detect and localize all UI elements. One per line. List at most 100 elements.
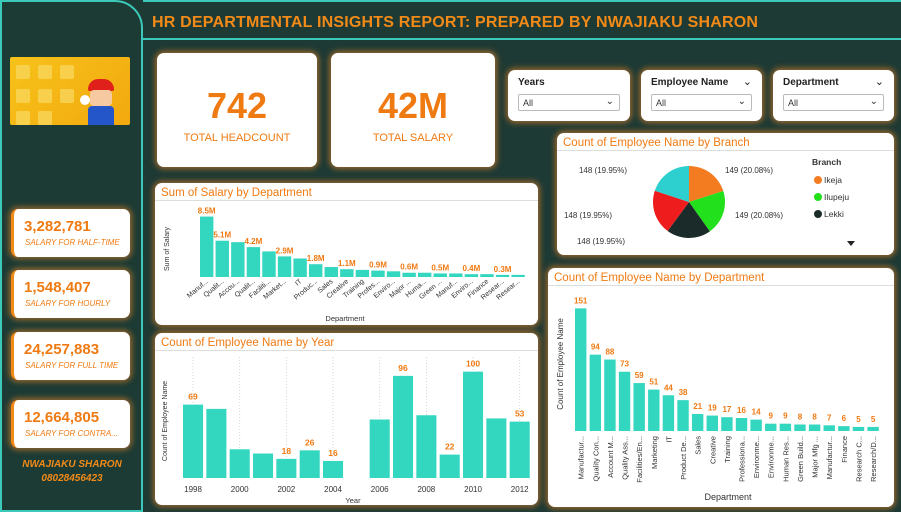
y-axis-label: Count of Employee Name [556, 318, 565, 410]
department-slicer[interactable]: Department ⌄ All ⌄ [773, 70, 894, 121]
data-label: 8 [812, 413, 817, 422]
slice-label: 149 (20.08%) [725, 166, 773, 175]
x-tick-label: 1998 [184, 485, 202, 494]
card-value: 3,282,781 [24, 218, 91, 235]
chart-title: Count of Employee Name by Year [161, 337, 335, 349]
employees-by-branch-chart: Count of Employee Name by Branch 149 (20… [557, 133, 894, 255]
data-label: 69 [188, 392, 198, 402]
data-label: 94 [591, 343, 600, 352]
data-label: 16 [737, 406, 746, 415]
data-label: 88 [605, 348, 614, 357]
kpi-value: 742 [206, 85, 268, 126]
employee-name-dropdown[interactable]: All ⌄ [651, 94, 752, 111]
bar [416, 415, 437, 478]
data-label: 8 [798, 413, 803, 422]
chevron-down-icon: ⌄ [605, 96, 614, 107]
years-slicer[interactable]: Years All ⌄ [508, 70, 630, 121]
bar [449, 273, 463, 277]
chart-title: Sum of Salary by Department [161, 187, 312, 199]
employees-by-department-chart: Count of Employee Name by Department 151… [548, 268, 894, 507]
bar [463, 371, 484, 478]
data-label: 2.9M [276, 246, 294, 255]
salary-hourly-card: 1,548,407 SALARY FOR HOURLY [11, 270, 130, 318]
years-dropdown[interactable]: All ⌄ [518, 94, 620, 111]
bar [691, 413, 704, 431]
x-tick-label: IT [294, 278, 304, 288]
data-label: 5 [871, 415, 876, 424]
chevron-down-icon[interactable]: ⌄ [742, 76, 752, 88]
chevron-down-icon[interactable]: ⌄ [874, 76, 884, 88]
x-tick-label: Environme... [767, 436, 776, 478]
bar [324, 267, 338, 277]
kpi-label: TOTAL HEADCOUNT [183, 132, 291, 144]
data-label: 19 [708, 404, 717, 413]
slicer-value: All [788, 98, 799, 108]
department-dropdown[interactable]: All ⌄ [783, 94, 884, 111]
data-label: 0.3M [494, 265, 512, 274]
total-headcount-card: 742 TOTAL HEADCOUNT [157, 53, 317, 167]
slicer-title: Employee Name [651, 77, 729, 88]
x-tick-label: Manufactur... [577, 436, 586, 479]
data-label: 5 [856, 415, 861, 424]
x-tick-label: Quality Con... [591, 436, 600, 481]
employees-by-year-chart: Count of Employee Name by Year 69 18 26 16 9… [155, 333, 538, 505]
bar [262, 251, 276, 277]
bar [765, 423, 777, 431]
x-tick-label: 2000 [231, 485, 249, 494]
bar [511, 274, 525, 277]
bar [721, 417, 733, 431]
x-tick-label: Major Mfg ... [811, 436, 820, 478]
bar [867, 426, 879, 431]
card-value: 1,548,407 [24, 279, 91, 296]
bar [215, 240, 229, 277]
data-label: 22 [445, 442, 455, 452]
caret-down-icon [847, 241, 855, 246]
chevron-down-icon: ⌄ [737, 96, 746, 107]
data-label: 59 [635, 371, 644, 380]
x-tick-label: IT [664, 436, 673, 443]
x-tick-label: 2010 [464, 485, 482, 494]
total-salary-card: 42M TOTAL SALARY [331, 53, 495, 167]
data-label: 0.9M [369, 261, 387, 270]
bar [393, 375, 414, 478]
data-label: 17 [722, 405, 731, 414]
bar [206, 408, 227, 478]
legend-marker [814, 193, 822, 201]
data-label: 6 [842, 414, 847, 423]
x-tick-label: Facilities/En... [635, 436, 644, 483]
data-label: 53 [515, 409, 525, 419]
bar [246, 247, 261, 277]
bar [662, 395, 675, 431]
salary-by-department-chart: Sum of Salary by Department 8.5M Manuf...… [155, 183, 538, 325]
bar [253, 453, 274, 478]
data-label: 1.1M [338, 259, 356, 268]
data-label: 16 [328, 448, 338, 458]
x-tick-label: Manufactur... [825, 436, 834, 479]
data-label: 21 [693, 402, 702, 411]
legend-marker [814, 210, 822, 218]
bar [229, 449, 250, 478]
bar [402, 272, 416, 277]
sidebar: 3,282,781 SALARY FOR HALF-TIME 1,548,407… [0, 0, 143, 512]
bar [677, 400, 689, 431]
mario-logo-image [10, 57, 130, 125]
bar [838, 426, 850, 431]
card-value: 12,664,805 [24, 409, 100, 426]
bar [495, 274, 510, 277]
x-tick-label: Account M... [606, 436, 615, 478]
data-label: 7 [827, 413, 832, 422]
x-axis-label: Department [704, 492, 752, 502]
legend-title: Branch [812, 157, 841, 167]
data-label: 14 [752, 408, 761, 417]
card-label: SALARY FOR HOURLY [25, 299, 111, 308]
bar [750, 419, 762, 431]
card-label: SALARY FOR FULL TIME [25, 361, 119, 370]
data-label: 151 [574, 296, 588, 305]
bar [735, 418, 748, 431]
x-tick-label: Quality Ass... [621, 436, 630, 480]
employee-name-slicer[interactable]: Employee Name ⌄ All ⌄ [641, 70, 762, 121]
bar [706, 415, 718, 431]
kpi-label: TOTAL SALARY [372, 132, 454, 144]
x-tick-label: Human Res... [781, 436, 790, 482]
pie-slice [689, 166, 724, 202]
